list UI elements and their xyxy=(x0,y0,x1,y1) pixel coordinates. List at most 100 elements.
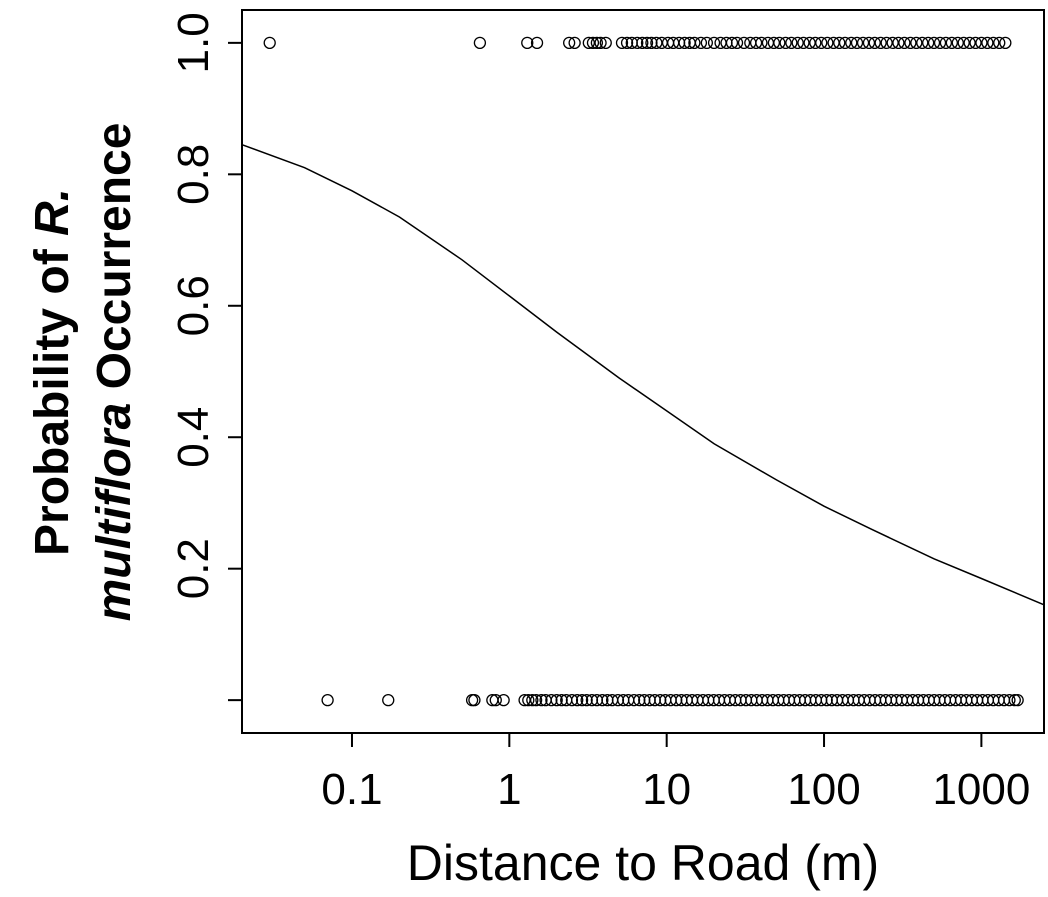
data-point xyxy=(596,693,609,707)
data-point xyxy=(850,36,864,50)
y-tick-label: 0.2 xyxy=(169,538,218,599)
data-point xyxy=(809,36,822,50)
data-point xyxy=(957,36,970,50)
data-point xyxy=(580,693,593,707)
data-point xyxy=(838,36,852,50)
data-point xyxy=(611,693,625,707)
y-title-line2: Occurrence xyxy=(88,123,141,403)
data-point xyxy=(575,693,589,707)
data-point xyxy=(263,36,276,50)
y-title-line2-italic: multiflora xyxy=(88,403,141,622)
data-point xyxy=(951,36,964,50)
data-point xyxy=(916,36,929,50)
data-point xyxy=(886,36,899,50)
data-point xyxy=(565,693,579,707)
data-point xyxy=(779,36,792,50)
data-point xyxy=(321,693,334,707)
data-point xyxy=(465,693,479,707)
x-tick-label: 100 xyxy=(787,765,860,814)
data-point xyxy=(785,36,798,50)
data-point xyxy=(833,36,846,50)
y-tick-label: 0.4 xyxy=(169,407,218,468)
data-point xyxy=(904,36,917,50)
data-point xyxy=(981,36,994,50)
x-tick-label: 0.1 xyxy=(321,765,382,814)
x-tick-label: 1 xyxy=(497,765,521,814)
data-point xyxy=(987,36,1000,50)
x-tick-label: 1000 xyxy=(932,765,1030,814)
data-point xyxy=(535,693,548,707)
data-point xyxy=(939,36,953,50)
data-point xyxy=(521,36,534,50)
data-point xyxy=(627,693,641,707)
data-point xyxy=(645,36,658,50)
data-point xyxy=(862,36,876,50)
data-point xyxy=(880,36,893,50)
data-point xyxy=(563,36,576,50)
data-point xyxy=(868,36,881,50)
data-point xyxy=(767,36,781,50)
data-point xyxy=(545,693,558,707)
data-point xyxy=(526,693,539,707)
data-point xyxy=(892,36,905,50)
data-point xyxy=(749,36,763,50)
data-point xyxy=(755,36,768,50)
data-point xyxy=(615,36,629,50)
data-point xyxy=(933,36,947,50)
data-point xyxy=(910,36,923,50)
data-point xyxy=(489,693,502,707)
data-point xyxy=(927,36,941,50)
data-point xyxy=(791,36,804,50)
data-point xyxy=(1008,693,1021,707)
data-point xyxy=(845,36,858,50)
y-tick-label: 1.0 xyxy=(169,12,218,73)
data-point xyxy=(582,36,595,50)
data-point xyxy=(590,36,604,50)
data-point xyxy=(856,36,870,50)
data-point xyxy=(999,36,1012,50)
data-point xyxy=(969,36,982,50)
data-point xyxy=(700,36,714,50)
data-point xyxy=(620,36,634,50)
data-point xyxy=(1003,693,1016,707)
y-axis-title: Probability of R. multiflora Occurrence xyxy=(26,123,141,622)
data-point xyxy=(568,36,581,50)
y-axis: 0.2 0.4 0.6 0.8 1.0 xyxy=(169,12,243,702)
data-point xyxy=(797,36,810,50)
y-title-line1: Probability of xyxy=(26,236,79,556)
x-axis-title: Distance to Road (m) xyxy=(407,835,879,891)
data-point xyxy=(650,36,663,50)
data-point xyxy=(586,36,600,50)
y-tick-label: 0.8 xyxy=(169,144,218,205)
data-point xyxy=(636,36,649,50)
data-point xyxy=(922,36,935,50)
data-point xyxy=(382,693,395,707)
data-point xyxy=(725,36,739,50)
data-point xyxy=(815,36,828,50)
data-point xyxy=(473,36,487,50)
data-point xyxy=(707,36,721,50)
y-title-line1-italic: R. xyxy=(26,188,79,236)
data-point xyxy=(874,36,887,50)
plot-frame xyxy=(241,9,1045,734)
data-point xyxy=(599,36,612,50)
data-point xyxy=(737,36,751,50)
data-point xyxy=(550,693,563,707)
data-point xyxy=(529,693,543,707)
x-tick-label: 10 xyxy=(642,765,691,814)
data-point xyxy=(694,36,708,50)
data-point xyxy=(688,36,701,50)
data-point xyxy=(898,36,911,50)
y-tick-label: 0.6 xyxy=(169,275,218,336)
data-point xyxy=(993,36,1006,50)
data-point xyxy=(945,36,958,50)
data-point xyxy=(963,36,976,50)
data-point xyxy=(571,693,584,707)
data-point xyxy=(530,36,544,50)
data-point xyxy=(730,36,744,50)
data-point xyxy=(522,693,535,707)
data-point xyxy=(640,36,654,50)
data-point xyxy=(468,693,481,707)
svg-text:Probability of R.: Probability of R. xyxy=(26,188,79,556)
